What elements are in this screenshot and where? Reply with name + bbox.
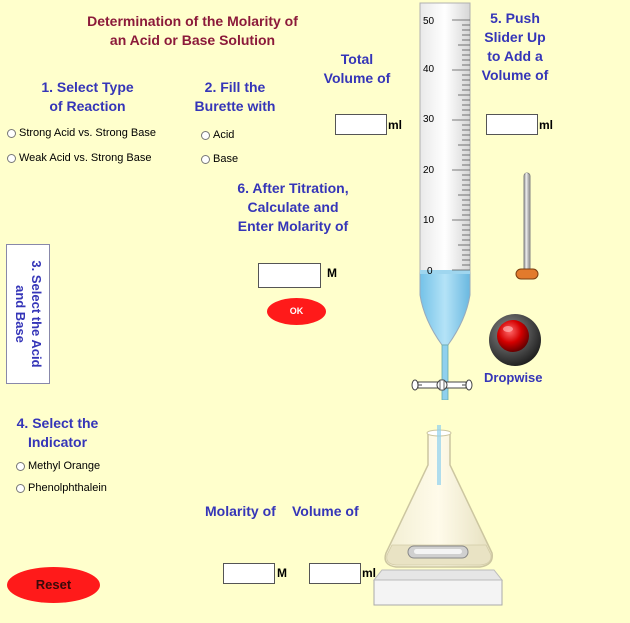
radio-circle[interactable] bbox=[7, 153, 16, 163]
burette-scale-labels: 50 40 30 20 10 0 bbox=[423, 16, 435, 277]
radio-label: Weak Acid vs. Strong Base bbox=[19, 152, 152, 164]
step1-line2: of Reaction bbox=[49, 98, 126, 114]
total-volume-line2: Volume of bbox=[323, 70, 391, 86]
step6-heading: 6. After Titration, Calculate and Enter … bbox=[222, 179, 364, 236]
title-line2: an Acid or Base Solution bbox=[109, 32, 276, 48]
radio-fill-base[interactable]: Base bbox=[201, 153, 238, 165]
step5-heading: 5. Push Slider Up to Add a Volume of bbox=[470, 9, 560, 85]
step6-line2: Calculate and bbox=[247, 199, 339, 215]
step4-heading: 4. Select the Indicator bbox=[5, 414, 110, 452]
radio-circle[interactable] bbox=[16, 461, 25, 471]
flask-assembly bbox=[372, 425, 504, 606]
radio-circle[interactable] bbox=[7, 128, 16, 138]
radio-weak-acid[interactable]: Weak Acid vs. Strong Base bbox=[7, 152, 151, 164]
step5-line1: 5. Push bbox=[490, 10, 540, 26]
page-title: Determination of the Molarity of an Acid… bbox=[60, 12, 325, 50]
molarity-of-label: Molarity of bbox=[205, 503, 276, 519]
radio-fill-acid[interactable]: Acid bbox=[201, 129, 234, 141]
radio-methyl-orange[interactable]: Methyl Orange bbox=[16, 460, 100, 472]
step5-line3: to Add a bbox=[487, 48, 543, 64]
step1-line1: 1. Select Type bbox=[41, 79, 134, 95]
step3-line1: 3. Select the Acid bbox=[29, 260, 44, 368]
radio-label: Phenolphthalein bbox=[28, 482, 107, 494]
radio-label: Acid bbox=[213, 129, 235, 141]
bottom-volume-input[interactable] bbox=[309, 563, 361, 584]
scale-label: 30 bbox=[423, 114, 435, 125]
volume-of-label: Volume of bbox=[292, 503, 359, 519]
total-volume-unit: ml bbox=[388, 118, 403, 132]
bottom-molarity-unit: M bbox=[277, 566, 287, 580]
radio-circle[interactable] bbox=[201, 154, 210, 164]
step3-heading: 3. Select the Acid and Base bbox=[12, 260, 44, 367]
dropwise-button[interactable] bbox=[486, 312, 546, 368]
ok-label: OK bbox=[289, 306, 304, 316]
step1-heading: 1. Select Type of Reaction bbox=[20, 78, 155, 116]
step4-line1: 4. Select the bbox=[16, 415, 99, 431]
step5-line4: Volume of bbox=[481, 67, 549, 83]
select-acid-base-tab[interactable]: 3. Select the Acid and Base bbox=[6, 244, 50, 384]
radio-label: Strong Acid vs. Strong Base bbox=[19, 127, 156, 139]
scale-label: 50 bbox=[423, 16, 435, 27]
add-volume-input[interactable] bbox=[486, 114, 538, 135]
add-volume-unit: ml bbox=[539, 118, 554, 132]
step5-line2: Slider Up bbox=[484, 29, 546, 45]
bottom-volume-unit: ml bbox=[362, 566, 377, 580]
bottom-molarity-input[interactable] bbox=[223, 563, 275, 584]
reset-label: Reset bbox=[35, 577, 72, 592]
step2-line1: 2. Fill the bbox=[204, 79, 266, 95]
step6-line1: 6. After Titration, bbox=[237, 180, 349, 196]
radio-strong-acid[interactable]: Strong Acid vs. Strong Base bbox=[7, 127, 156, 139]
molarity-answer-unit: M bbox=[327, 266, 337, 280]
radio-circle[interactable] bbox=[16, 483, 25, 493]
total-volume-input[interactable] bbox=[335, 114, 387, 135]
slider-handle bbox=[515, 268, 539, 280]
scale-label: 40 bbox=[423, 64, 435, 75]
scale-label: 20 bbox=[423, 165, 435, 176]
stopcock[interactable] bbox=[410, 375, 474, 395]
ok-button[interactable]: OK bbox=[267, 298, 326, 325]
title-line1: Determination of the Molarity of bbox=[87, 13, 298, 29]
burette-scale bbox=[452, 19, 470, 271]
scale-label: 10 bbox=[423, 215, 435, 226]
flask bbox=[384, 432, 493, 568]
step4-line2: Indicator bbox=[27, 434, 88, 450]
step2-heading: 2. Fill the Burette with bbox=[180, 78, 290, 116]
radio-label: Base bbox=[213, 153, 239, 165]
step2-line2: Burette with bbox=[194, 98, 276, 114]
radio-phenolphthalein[interactable]: Phenolphthalein bbox=[16, 482, 107, 494]
stir-plate bbox=[373, 579, 503, 606]
dropwise-label: Dropwise bbox=[484, 370, 543, 385]
reset-button[interactable]: Reset bbox=[7, 567, 100, 603]
scale-label: 0 bbox=[427, 266, 433, 277]
step3-line2: and Base bbox=[13, 285, 28, 343]
total-volume-line1: Total bbox=[340, 51, 374, 67]
total-volume-heading: Total Volume of bbox=[312, 50, 402, 88]
step6-line3: Enter Molarity of bbox=[237, 218, 349, 234]
burette: 50 40 30 20 10 0 bbox=[419, 2, 471, 400]
molarity-answer-input[interactable] bbox=[258, 263, 321, 288]
radio-label: Methyl Orange bbox=[28, 460, 101, 472]
volume-slider[interactable] bbox=[512, 170, 542, 285]
radio-circle[interactable] bbox=[201, 130, 210, 140]
